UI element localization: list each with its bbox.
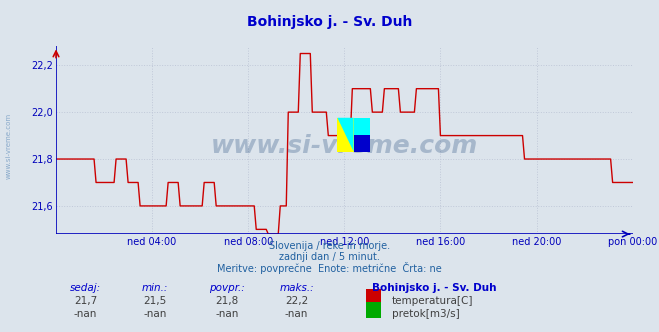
Text: -nan: -nan (215, 309, 239, 319)
Text: pretok[m3/s]: pretok[m3/s] (392, 309, 460, 319)
Text: -nan: -nan (285, 309, 308, 319)
Text: Slovenija / reke in morje.: Slovenija / reke in morje. (269, 241, 390, 251)
Text: -nan: -nan (143, 309, 167, 319)
Text: Bohinjsko j. - Sv. Duh: Bohinjsko j. - Sv. Duh (372, 283, 497, 293)
Text: www.si-vreme.com: www.si-vreme.com (5, 113, 12, 179)
Text: 21,5: 21,5 (143, 296, 167, 306)
Bar (353, 118, 370, 151)
Text: Meritve: povprečne  Enote: metrične  Črta: ne: Meritve: povprečne Enote: metrične Črta:… (217, 262, 442, 274)
Text: 22,2: 22,2 (285, 296, 308, 306)
Text: sedaj:: sedaj: (70, 283, 101, 293)
Text: 21,7: 21,7 (74, 296, 98, 306)
Text: maks.:: maks.: (279, 283, 314, 293)
Bar (353, 135, 370, 151)
Text: -nan: -nan (74, 309, 98, 319)
Text: povpr.:: povpr.: (210, 283, 245, 293)
Text: 21,8: 21,8 (215, 296, 239, 306)
Polygon shape (337, 118, 353, 151)
Text: temperatura[C]: temperatura[C] (392, 296, 474, 306)
Text: www.si-vreme.com: www.si-vreme.com (211, 134, 478, 158)
Text: min.:: min.: (142, 283, 168, 293)
Bar (337, 118, 353, 151)
Text: zadnji dan / 5 minut.: zadnji dan / 5 minut. (279, 252, 380, 262)
Text: Bohinjsko j. - Sv. Duh: Bohinjsko j. - Sv. Duh (247, 15, 412, 29)
